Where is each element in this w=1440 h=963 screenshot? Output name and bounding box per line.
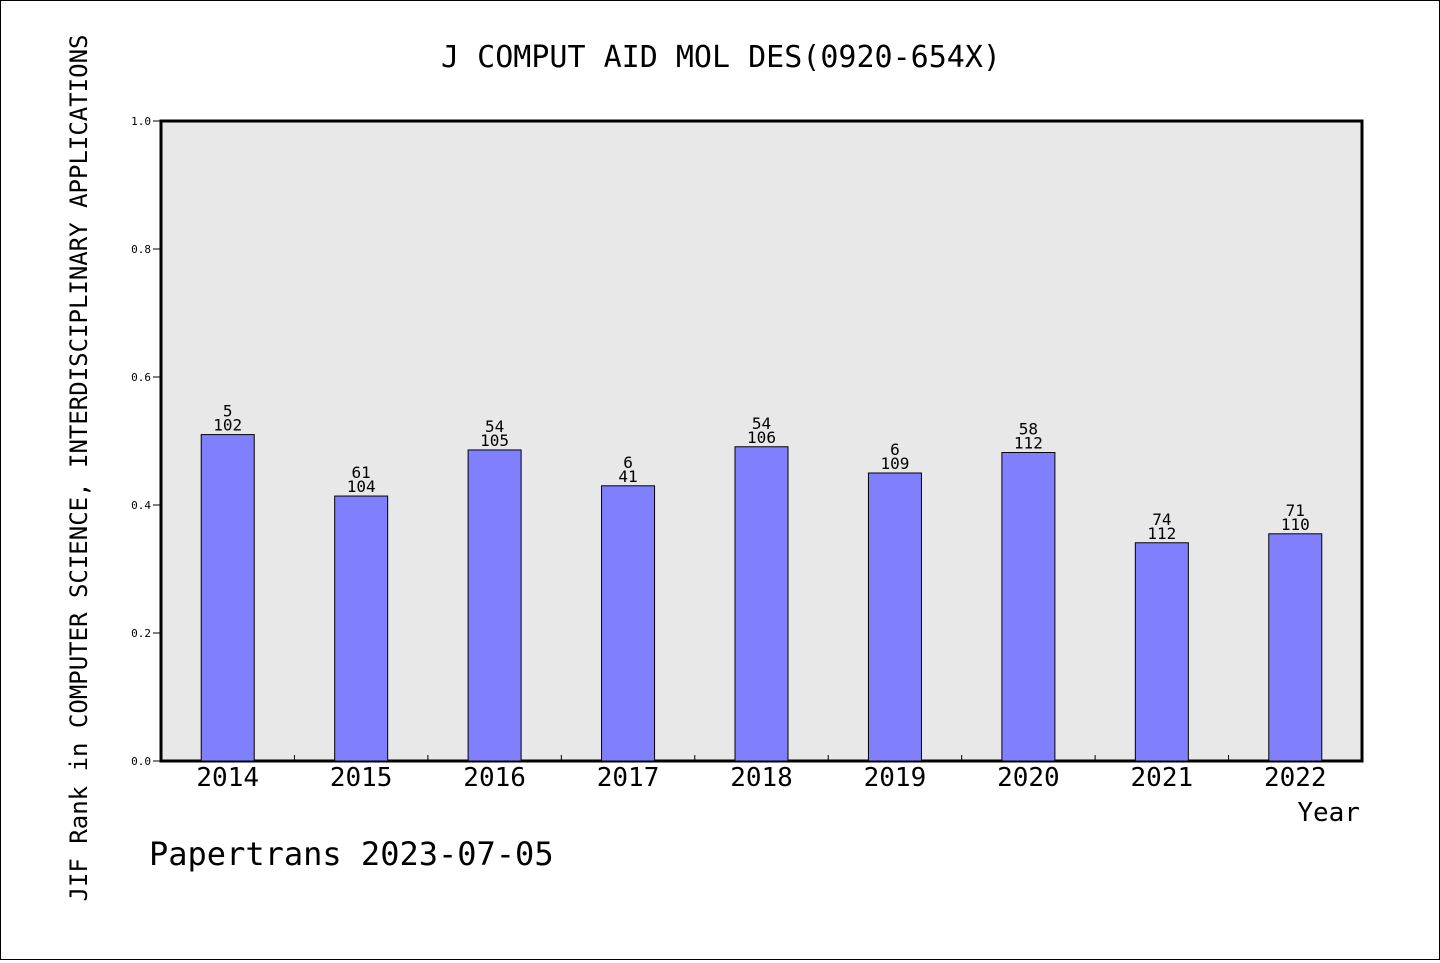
bar-rank-label: 71 (1286, 501, 1305, 520)
bars-group: 5102611045410564154106610958112741127111… (200, 402, 1323, 762)
y-tick-label: 0.8 (131, 243, 151, 256)
bar-2021 (1134, 542, 1189, 762)
bar-total-label: 104 (347, 477, 376, 496)
x-tick-label: 2019 (864, 763, 927, 793)
bar-rank-label: 5 (223, 402, 233, 421)
bar-total-label: 112 (1014, 434, 1043, 453)
bar-2015 (334, 495, 389, 762)
y-tick-label: 0.2 (131, 627, 151, 640)
bar-2019 (867, 472, 922, 762)
x-tick-label: 2016 (463, 763, 526, 793)
bar-rank-label: 58 (1019, 420, 1038, 439)
bar-rank-label: 6 (623, 453, 633, 472)
bar-2016 (467, 449, 522, 762)
bar-rank-label: 61 (352, 463, 371, 482)
y-tick-label: 0.4 (131, 499, 151, 512)
x-tick-label: 2015 (330, 763, 393, 793)
x-axis-label: Year (1297, 798, 1360, 828)
x-tick-label: 2014 (196, 763, 259, 793)
x-tick-label: 2020 (997, 763, 1060, 793)
x-axis-ticks: 2014 2015 2016 2017 2018 2019 2020 2021 2022 (196, 755, 1327, 793)
bar-total-label: 41 (618, 467, 637, 486)
x-tick-label: 2018 (730, 763, 793, 793)
bar-2017 (601, 485, 656, 762)
y-tick-label: 0.0 (131, 755, 151, 768)
bar-2014 (200, 434, 255, 762)
bar-total-label: 102 (213, 416, 242, 435)
y-tick-label: 0.6 (131, 371, 151, 384)
bar-2020 (1001, 452, 1056, 762)
bar-2022 (1268, 533, 1323, 762)
y-axis-ticks: 0.0 0.2 0.4 0.6 0.8 1.0 (131, 115, 161, 768)
y-axis-label: JIF Rank in COMPUTER SCIENCE, INTERDISCI… (65, 35, 93, 902)
chart-title: J COMPUT AID MOL DES(0920-654X) (441, 40, 1001, 75)
bar-rank-label: 54 (485, 417, 504, 436)
y-tick-label: 1.0 (131, 115, 151, 128)
bar-total-label: 106 (747, 428, 776, 447)
bar-total-label: 109 (880, 454, 909, 473)
bar-rank-label: 6 (890, 440, 900, 459)
bar-rank-label: 74 (1152, 510, 1171, 529)
x-tick-label: 2017 (597, 763, 660, 793)
bar-total-label: 110 (1281, 515, 1310, 534)
bar-2018 (734, 446, 789, 762)
x-tick-label: 2021 (1131, 763, 1194, 793)
bar-total-label: 112 (1147, 524, 1176, 543)
bar-total-label: 105 (480, 431, 509, 450)
bar-rank-label: 54 (752, 414, 771, 433)
footer-credit: Papertrans 2023-07-05 (149, 835, 554, 873)
x-tick-label: 2022 (1264, 763, 1327, 793)
